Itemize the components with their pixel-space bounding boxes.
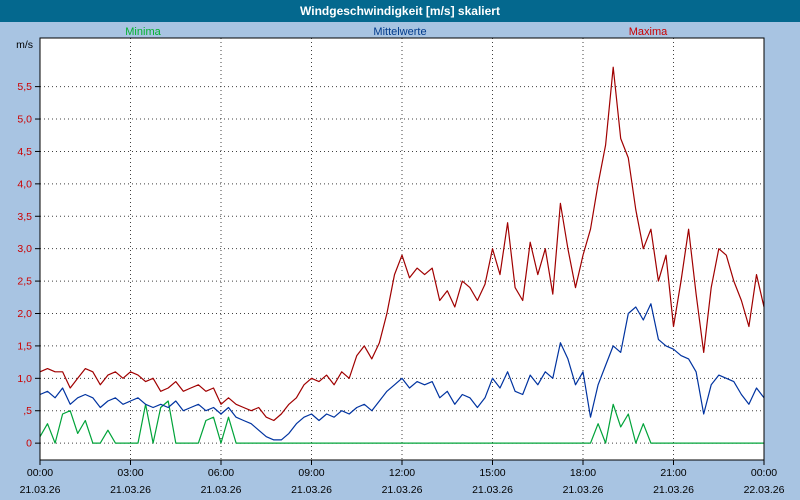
svg-text:18:00: 18:00 — [570, 467, 596, 479]
svg-text:21.03.26: 21.03.26 — [20, 484, 61, 496]
svg-text:21.03.26: 21.03.26 — [653, 484, 694, 496]
series-lines — [39, 66, 765, 444]
svg-text:2,5: 2,5 — [17, 276, 32, 288]
svg-text:0: 0 — [26, 438, 32, 450]
title-bar: Windgeschwindigkeit [m/s] skaliert — [0, 0, 800, 22]
svg-text:4,0: 4,0 — [17, 178, 32, 190]
window-title: Windgeschwindigkeit [m/s] skaliert — [300, 4, 500, 18]
svg-text:21.03.26: 21.03.26 — [110, 484, 151, 496]
legend-maxima: Maxima — [628, 26, 668, 38]
svg-text:12:00: 12:00 — [389, 467, 415, 479]
svg-text:03:00: 03:00 — [117, 467, 143, 479]
y-axis-labels: 0 ,5 1,0 1,5 2,0 2,5 3,0 3,5 4,0 4,5 5,0 5,5 — [17, 81, 32, 450]
y-axis-unit-label: m/s — [16, 39, 33, 51]
x-axis-time-labels: 00:00 03:00 06:00 09:00 12:00 15:00 18:00 21:00… — [27, 467, 777, 479]
svg-text:09:00: 09:00 — [298, 467, 324, 479]
series-minima-line — [39, 400, 764, 444]
svg-text:4,5: 4,5 — [17, 146, 32, 158]
svg-text:22.03.26: 22.03.26 — [744, 484, 785, 496]
svg-text:1,5: 1,5 — [17, 340, 32, 352]
svg-text:5,5: 5,5 — [17, 81, 32, 93]
series-maxima-line — [39, 66, 765, 422]
svg-text:,5: ,5 — [23, 405, 32, 417]
svg-text:21.03.26: 21.03.26 — [472, 484, 513, 496]
svg-text:2,0: 2,0 — [17, 308, 32, 320]
x-axis-date-labels: 21.03.26 21.03.26 21.03.26 21.03.26 21.03.26… — [20, 484, 785, 496]
legend-minima: Minima — [125, 26, 161, 38]
svg-text:21.03.26: 21.03.26 — [291, 484, 332, 496]
gridlines — [40, 38, 764, 460]
svg-text:3,5: 3,5 — [17, 211, 32, 223]
svg-text:3,0: 3,0 — [17, 243, 32, 255]
svg-text:21:00: 21:00 — [660, 467, 686, 479]
svg-text:21.03.26: 21.03.26 — [201, 484, 242, 496]
svg-text:00:00: 00:00 — [27, 467, 53, 479]
svg-text:21.03.26: 21.03.26 — [382, 484, 423, 496]
legend-mittelwerte: Mittelwerte — [373, 26, 427, 38]
series-mittelwerte-line — [39, 303, 765, 441]
svg-text:5,0: 5,0 — [17, 114, 32, 126]
svg-text:21.03.26: 21.03.26 — [563, 484, 604, 496]
axis-ticks — [35, 86, 765, 465]
svg-text:1,0: 1,0 — [17, 373, 32, 385]
svg-text:15:00: 15:00 — [479, 467, 505, 479]
svg-text:00:00: 00:00 — [751, 467, 777, 479]
svg-text:06:00: 06:00 — [208, 467, 234, 479]
